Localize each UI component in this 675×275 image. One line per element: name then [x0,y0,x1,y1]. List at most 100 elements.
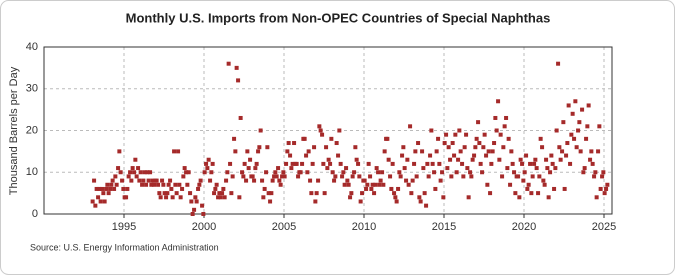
point [440,170,445,175]
point [404,178,409,183]
point [205,166,210,171]
point [478,161,483,166]
point [409,191,414,196]
point [448,157,453,162]
point [572,136,577,141]
point [250,174,255,179]
point [481,145,486,150]
point [512,170,517,175]
point [462,145,467,150]
point [352,170,357,175]
point [437,161,442,166]
point [426,174,431,179]
point [460,161,465,166]
point [182,166,187,171]
point [549,153,554,158]
point [513,191,518,196]
point [545,166,550,171]
point [128,170,133,175]
point [370,182,375,187]
point [329,136,334,141]
point [270,178,275,183]
point [138,170,143,175]
point [381,182,386,187]
point [136,166,141,171]
point [425,161,430,166]
point [206,157,211,162]
point [174,191,179,196]
point [445,166,450,171]
point [162,191,167,196]
point [469,174,474,179]
point [340,174,345,179]
point [257,145,262,150]
point [316,178,321,183]
point [273,170,278,175]
point [497,157,502,162]
point [438,178,443,183]
point [140,182,145,187]
point [449,174,454,179]
x-tick-label: 2010 [352,221,376,233]
point [362,178,367,183]
x-tick-label: 2020 [512,221,536,233]
point [213,186,218,191]
point [353,145,358,150]
point [468,170,473,175]
point [348,195,353,200]
point [458,149,463,154]
point [233,149,238,154]
point [310,161,315,166]
point [304,153,309,158]
point [322,191,327,196]
point [193,195,198,200]
point [486,149,491,154]
point [534,166,539,171]
point [517,195,522,200]
point [161,182,166,187]
point [318,128,323,133]
point [494,128,499,133]
point [146,178,151,183]
point [422,191,427,196]
point [574,145,579,150]
point [325,166,330,171]
point [260,178,265,183]
point [277,178,282,183]
point [170,195,175,200]
point [581,170,586,175]
point [272,174,277,179]
point [428,153,433,158]
point [385,136,390,141]
point [490,149,495,154]
point [565,141,570,146]
point [562,186,567,191]
point [264,170,269,175]
point [372,191,377,196]
point [602,191,607,196]
point [134,174,139,179]
point [308,178,313,183]
point [354,157,359,162]
point [349,191,354,196]
x-tick-label: 1995 [112,221,136,233]
point [158,195,163,200]
point [185,182,190,187]
point [413,149,418,154]
point [464,132,469,137]
point [133,157,138,162]
point [358,199,363,204]
point [94,186,99,191]
point [436,136,441,141]
point [198,178,203,183]
point [288,153,293,158]
point [298,170,303,175]
point [356,161,361,166]
point [222,195,227,200]
point [542,182,547,187]
point [232,136,237,141]
point [345,178,350,183]
point [157,191,162,196]
point [282,174,287,179]
